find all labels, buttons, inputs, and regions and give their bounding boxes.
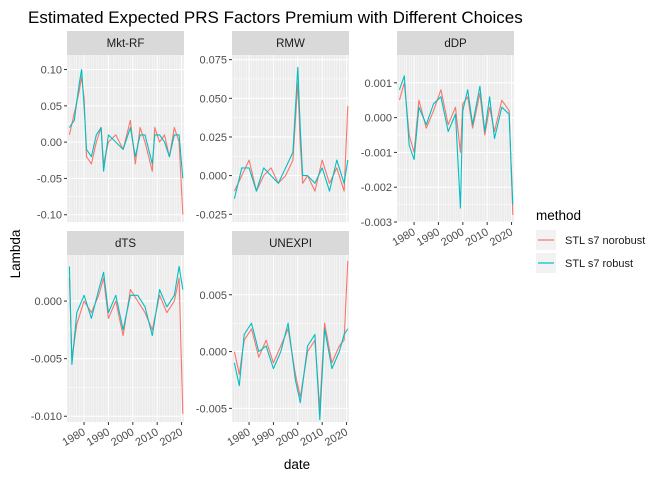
chart-title: Estimated Expected PRS Factors Premium w…: [28, 8, 523, 27]
y-tick-label: 0.00: [41, 137, 62, 149]
facet-strip: [67, 231, 184, 255]
facet-strip-label: RMW: [276, 38, 305, 50]
y-tick-label: -0.05: [37, 173, 62, 185]
x-tick-label: 2000: [274, 426, 301, 449]
y-tick-label: 0.001: [364, 78, 392, 90]
facet-mkt-rf: Mkt-RF -0.10 -0.05 0.00 0.05 0.10: [37, 31, 185, 222]
x-tick-label: 1980: [225, 426, 252, 449]
y-tick-label: -0.001: [361, 147, 392, 159]
y-tick-label: 0.05: [41, 101, 62, 113]
y-tick-label: 0.075: [199, 55, 227, 67]
y-tick-label: -0.005: [196, 403, 227, 415]
x-tick-label: 2020: [158, 426, 185, 449]
x-tick-label: 2000: [439, 226, 466, 249]
x-axis-title: date: [284, 457, 310, 472]
series-line-stl-s7-robust: [233, 322, 349, 421]
legend-items: STL s7 norobust STL s7 robust: [536, 230, 645, 273]
x-tick-label: 1980: [390, 226, 417, 249]
facet-strip-label: UNEXPI: [269, 238, 312, 250]
series-line-stl-s7-robust: [68, 68, 184, 179]
y-tick-label: -0.003: [361, 217, 392, 229]
facet-ddp: dDP-0.003-0.002-0.0010.0000.001198019902…: [361, 31, 515, 249]
facet-strip-label: Mkt-RF: [107, 38, 145, 50]
legend-label: STL s7 robust: [565, 258, 633, 270]
series-line-stl-s7-robust: [398, 75, 514, 209]
series-line-stl-s7-norobust: [68, 277, 184, 414]
legend-title: method: [536, 208, 581, 223]
x-tick-label: 2020: [323, 426, 350, 449]
facet-rmw: RMW -0.025 0.000 0.025 0.050 0.075: [196, 31, 350, 222]
legend-label: STL s7 norobust: [565, 235, 645, 247]
x-tick-label: 2020: [488, 226, 515, 249]
x-tick-label: 2010: [463, 226, 490, 249]
series-line-stl-s7-norobust: [233, 260, 349, 409]
series-line-stl-s7-robust: [68, 265, 184, 365]
y-tick-label: 0.000: [34, 296, 62, 308]
y-tick-label: -0.002: [361, 182, 392, 194]
x-tick-label: 2000: [109, 426, 136, 449]
x-tick-label: 1990: [415, 226, 442, 249]
legend-item: STL s7 norobust: [536, 230, 645, 250]
facet-strip: [67, 31, 184, 55]
facet-strip: [232, 231, 349, 255]
y-tick-label: -0.005: [31, 354, 62, 366]
series-line-stl-s7-robust: [233, 66, 349, 199]
y-tick-label: -0.010: [31, 411, 62, 423]
y-tick-label: 0.050: [199, 93, 227, 105]
x-tick-label: 1980: [60, 426, 87, 449]
x-tick-label: 2010: [133, 426, 160, 449]
facet-strip: [397, 31, 514, 55]
facet-strip-label: dTS: [115, 238, 136, 250]
y-tick-label: -0.10: [37, 210, 62, 222]
legend: method STL s7 norobust STL s7 robust: [536, 208, 645, 273]
x-tick-label: 1990: [85, 426, 112, 449]
facet-panels: Mkt-RF -0.10 -0.05 0.00 0.05 0.10 RMW -0.025 0.0…: [31, 31, 515, 449]
y-tick-label: 0.025: [199, 132, 227, 144]
facet-strip-label: dDP: [444, 38, 467, 50]
x-tick-label: 1990: [250, 426, 277, 449]
legend-item: STL s7 robust: [536, 253, 633, 273]
y-tick-label: 0.000: [364, 113, 392, 125]
y-tick-label: 0.005: [199, 290, 227, 302]
y-tick-label: -0.025: [196, 209, 227, 221]
facet-strip: [232, 31, 349, 55]
y-tick-label: 0.000: [199, 347, 227, 359]
facet-unexpi: UNEXPI -0.005 0.000 0.005 198019902000201020…: [196, 231, 350, 449]
y-tick-label: 0.000: [199, 171, 227, 183]
y-tick-label: 0.10: [41, 65, 62, 77]
x-tick-label: 2010: [298, 426, 325, 449]
y-axis-title: Lambda: [8, 229, 23, 278]
